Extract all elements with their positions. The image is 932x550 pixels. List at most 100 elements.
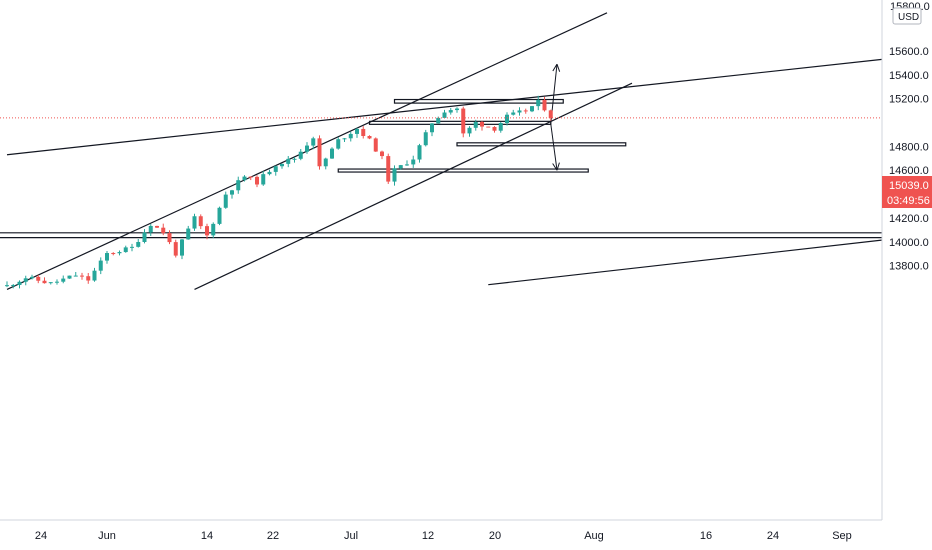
x-tick-label: 14	[201, 530, 213, 542]
candle-body	[255, 176, 259, 185]
x-tick-label: Sep	[832, 530, 852, 542]
candle-body	[317, 138, 322, 167]
candle-body	[455, 108, 459, 111]
candle-body	[130, 246, 134, 248]
candle-body	[330, 148, 334, 159]
y-tick-label: 14000.0	[889, 237, 929, 249]
candle-body	[173, 242, 178, 256]
current-price-badge: 15039.0 03:49:56	[882, 176, 932, 208]
range-box	[456, 142, 627, 147]
candle-body	[386, 156, 391, 182]
candle-body	[142, 232, 147, 242]
projection-arrow	[550, 123, 558, 171]
currency-badge[interactable]	[892, 7, 922, 25]
candle-body	[167, 233, 172, 243]
x-tick-label: Jun	[98, 530, 116, 542]
countdown-label: 03:49:56	[887, 195, 930, 207]
candle-body	[461, 108, 466, 134]
candle-body	[405, 164, 409, 166]
x-tick-label: 24	[35, 530, 47, 542]
current-price-label: 15039.0	[889, 180, 929, 192]
candle-body	[548, 110, 553, 118]
candle-body	[467, 127, 472, 134]
arrow-head	[552, 63, 558, 72]
candle-body	[492, 126, 497, 131]
y-tick-label: 14600.0	[889, 165, 929, 177]
candle-body	[273, 166, 278, 172]
price-axis[interactable]	[882, 0, 932, 520]
candle-body	[105, 253, 109, 261]
x-tick-label: 16	[700, 530, 712, 542]
candle-body	[198, 216, 203, 227]
candle-body	[180, 239, 184, 256]
y-tick-label: 15400.0	[889, 70, 929, 82]
candle-body	[517, 110, 522, 113]
candle-body	[86, 276, 91, 281]
currency-label: USD	[898, 12, 919, 23]
candle-body	[380, 151, 384, 157]
y-tick-labels: 15600.015400.015200.014800.014600.014400…	[889, 46, 929, 273]
y-tick-label: 13800.0	[889, 261, 929, 273]
candle-body	[536, 99, 541, 107]
candle-body	[55, 281, 59, 283]
candle-body	[61, 278, 66, 282]
candle-body	[292, 158, 297, 160]
x-tick-label: Jul	[344, 530, 358, 542]
candle-body	[192, 216, 197, 229]
range-box	[393, 98, 564, 104]
candle-body	[30, 276, 34, 279]
candle-body	[217, 207, 222, 224]
x-tick-label: 22	[267, 530, 279, 542]
y-tick-label: 15600.0	[889, 46, 929, 58]
x-tick-label: 24	[767, 530, 779, 542]
candle-body	[42, 280, 47, 284]
candle-body	[186, 228, 191, 240]
candle-body	[111, 253, 116, 255]
candle-body	[348, 133, 353, 139]
candle-body	[361, 128, 366, 137]
candle-body	[305, 145, 309, 152]
candle-body	[161, 227, 166, 234]
candle-body	[261, 174, 266, 185]
candle-body	[298, 151, 303, 159]
range-box	[368, 120, 552, 125]
channel-line	[194, 82, 633, 291]
candle-body	[205, 226, 209, 236]
candle-body	[117, 252, 122, 254]
drawings-layer	[0, 12, 889, 291]
candle-body	[23, 278, 28, 282]
candle-body	[486, 126, 491, 128]
candle-body	[36, 276, 41, 281]
candle-body	[480, 121, 484, 127]
candle-body	[373, 138, 378, 152]
candle-body	[98, 260, 103, 271]
candle-body	[242, 176, 247, 181]
candle-body	[123, 247, 128, 253]
candle-body	[336, 139, 341, 149]
candle-body	[211, 223, 216, 236]
candle-body	[505, 114, 509, 124]
time-axis[interactable]	[0, 520, 932, 550]
candle-body	[286, 158, 291, 164]
candle-body	[311, 138, 316, 146]
trend-line	[488, 238, 889, 286]
arrow-head	[556, 63, 561, 72]
candle-body	[430, 123, 434, 133]
candle-body	[236, 180, 241, 191]
candle-body	[436, 117, 441, 124]
current-price-box	[882, 176, 932, 208]
y-tick-label: 14200.0	[889, 213, 929, 225]
candle-body	[417, 145, 422, 160]
candle-body	[267, 171, 272, 175]
candles-layer	[5, 95, 553, 289]
arrow-head	[556, 162, 560, 171]
range-box	[337, 168, 589, 173]
candle-body	[367, 136, 372, 139]
candle-body	[473, 121, 478, 128]
arrow-head	[552, 163, 558, 171]
candle-body	[411, 159, 416, 165]
y-tick-label: 14800.0	[889, 141, 929, 153]
candle-body	[17, 281, 22, 285]
candle-body	[155, 225, 159, 228]
